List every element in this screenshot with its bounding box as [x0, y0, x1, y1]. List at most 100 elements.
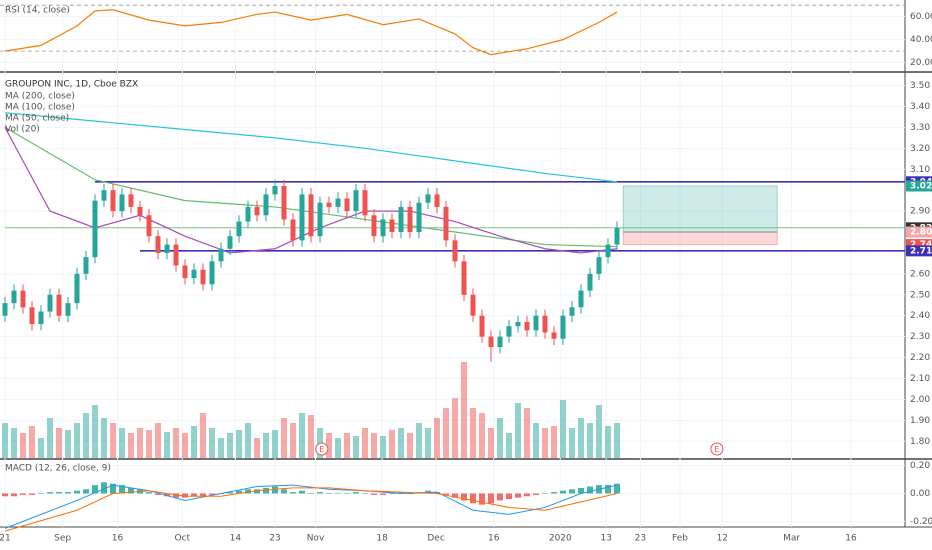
volume-bar: [299, 413, 305, 458]
volume-bar: [596, 405, 602, 458]
candle-body: [335, 198, 341, 207]
volume-bar: [515, 403, 521, 458]
macd-histogram-bar: [254, 489, 260, 494]
candle-body: [11, 290, 17, 304]
volume-bar: [416, 423, 422, 458]
macd-histogram-bar: [389, 493, 395, 494]
candle-body: [182, 265, 188, 279]
macd-histogram-bar: [488, 493, 494, 504]
candle-body: [506, 326, 512, 337]
volume-bar: [29, 426, 35, 458]
y-tick-label: 2.90: [910, 207, 930, 217]
candle-body: [596, 257, 602, 274]
macd-histogram-bar: [344, 493, 350, 494]
volume-bar: [218, 438, 224, 458]
price-tag-label: 2.71: [910, 246, 932, 256]
candle-body: [218, 248, 224, 262]
candle-body: [452, 240, 458, 262]
y-tick-label: 2.00: [910, 395, 930, 405]
volume-bar: [587, 423, 593, 458]
candle-body: [326, 202, 332, 207]
volume-bar: [605, 426, 611, 458]
x-tick-label: Nov: [307, 534, 325, 544]
macd-histogram-bar: [506, 493, 512, 500]
macd-histogram-bar: [47, 492, 53, 494]
candle-body: [281, 185, 287, 220]
volume-bar: [578, 418, 584, 458]
candle-body: [74, 273, 80, 304]
candle-body: [146, 215, 152, 237]
candle-body: [29, 307, 35, 325]
volume-bar: [488, 428, 494, 458]
x-tick-label: Oct: [175, 534, 191, 544]
x-tick-label: 23: [269, 534, 280, 544]
price-tag: [906, 239, 932, 251]
volume-bar: [65, 430, 71, 458]
macd-histogram-bar: [362, 493, 368, 494]
macd-histogram-bar: [128, 487, 134, 494]
price-tag-label: 2.74: [910, 240, 932, 250]
x-tick-label: 16: [845, 534, 857, 544]
macd-histogram-bar: [524, 493, 530, 497]
candle-body: [245, 206, 251, 222]
volume-bar: [443, 408, 449, 458]
event-marker: [315, 442, 329, 456]
volume-bar: [353, 436, 359, 458]
candle-body: [569, 307, 575, 316]
macd-histogram-bar: [29, 493, 35, 495]
candle-body: [353, 190, 359, 212]
candle-body: [299, 194, 305, 241]
macd-histogram-bar: [569, 489, 575, 494]
price-tag: [906, 180, 932, 192]
y-tick-label: 2.30: [910, 332, 930, 342]
macd-histogram-bar: [110, 483, 116, 494]
y-tick-label: 3.30: [910, 123, 930, 133]
volume-bar: [110, 423, 116, 458]
volume-bar: [389, 430, 395, 458]
candle-body: [371, 215, 377, 237]
volume-bar: [200, 413, 206, 458]
x-tick-label: 18: [376, 534, 388, 544]
x-tick-label: Mar: [783, 534, 800, 544]
volume-bar: [245, 423, 251, 458]
volume-bar: [551, 426, 557, 458]
candle-body: [425, 194, 431, 203]
legend-entry: Vol (20): [5, 125, 40, 135]
volume-bar: [83, 413, 89, 458]
x-tick-label: Sep: [54, 534, 71, 544]
macd-histogram-bar: [119, 485, 125, 494]
macd-histogram-bar: [308, 493, 314, 494]
y-tick-label: 2.20: [910, 353, 930, 363]
candle-body: [551, 332, 557, 339]
volume-bar: [371, 433, 377, 458]
candle-body: [65, 303, 71, 316]
volume-bar: [182, 433, 188, 458]
y-tick-label: 2.50: [910, 290, 930, 300]
volume-bar: [362, 428, 368, 458]
macd-histogram-bar: [452, 493, 458, 498]
legend-entry: MA (200, close): [5, 92, 75, 102]
macd-histogram-bar: [173, 493, 179, 498]
price-tag: [906, 245, 932, 257]
volume-bar: [326, 433, 332, 458]
x-tick-label: 16: [488, 534, 500, 544]
volume-bar: [569, 428, 575, 458]
y-tick-label: -0.20: [910, 517, 932, 527]
candle-body: [254, 206, 260, 216]
candle-body: [200, 269, 206, 285]
candle-body: [119, 194, 125, 212]
macd-histogram-bar: [92, 485, 98, 494]
candle-body: [344, 198, 350, 212]
volume-bar: [101, 418, 107, 458]
chart-title: GROUPON INC, 1D, Cboe BZX: [5, 80, 138, 90]
volume-bar: [164, 432, 170, 458]
volume-bar: [398, 428, 404, 458]
macd-histogram-bar: [380, 493, 386, 495]
candle-body: [488, 336, 494, 348]
macd-histogram-bar: [434, 492, 440, 494]
price-tag: [906, 226, 932, 238]
macd-histogram-bar: [290, 492, 296, 494]
candle-body: [110, 190, 116, 212]
macd-histogram-bar: [398, 492, 404, 494]
